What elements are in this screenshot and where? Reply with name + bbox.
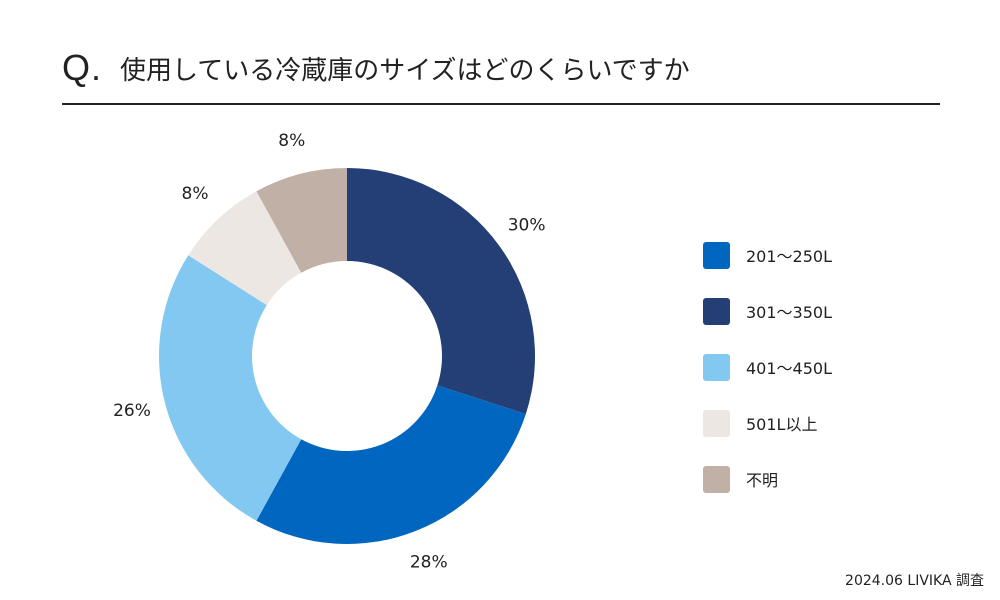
legend-item: 不明	[703, 451, 832, 507]
legend-item: 201〜250L	[703, 227, 832, 283]
slice-value-label: 8%	[278, 131, 305, 151]
title-row: Q. 使用している冷蔵庫のサイズはどのくらいですか	[62, 38, 942, 98]
legend-label: 401〜450L	[746, 359, 832, 378]
slice-value-label: 30%	[508, 216, 546, 236]
legend-item: 301〜350L	[703, 283, 832, 339]
donut-slice	[158, 255, 302, 521]
donut-slice	[347, 168, 535, 415]
legend-label: 不明	[746, 471, 779, 490]
legend-label: 301〜350L	[746, 303, 832, 322]
title-divider	[62, 103, 940, 105]
question-mark-label: Q.	[62, 47, 103, 88]
legend-label: 501L以上	[746, 415, 818, 434]
donut-slice	[256, 385, 526, 544]
page-title: 使用している冷蔵庫のサイズはどのくらいですか	[120, 55, 690, 86]
chart-legend: 201〜250L 301〜350L 401〜450L 501L以上 不明	[703, 227, 832, 507]
source-note: 2024.06 LIVIKA 調査	[845, 573, 984, 589]
legend-swatch	[703, 409, 730, 437]
donut-slice	[188, 191, 302, 306]
donut-slice	[256, 168, 347, 273]
legend-swatch	[703, 465, 730, 493]
legend-item: 501L以上	[703, 395, 832, 451]
legend-swatch	[703, 241, 730, 269]
legend-swatch	[703, 353, 730, 381]
slice-value-label: 28%	[410, 552, 448, 572]
slice-value-label: 8%	[182, 184, 209, 204]
legend-swatch	[703, 297, 730, 325]
slice-value-label: 26%	[113, 401, 151, 421]
legend-item: 401〜450L	[703, 339, 832, 395]
legend-label: 201〜250L	[746, 247, 832, 266]
